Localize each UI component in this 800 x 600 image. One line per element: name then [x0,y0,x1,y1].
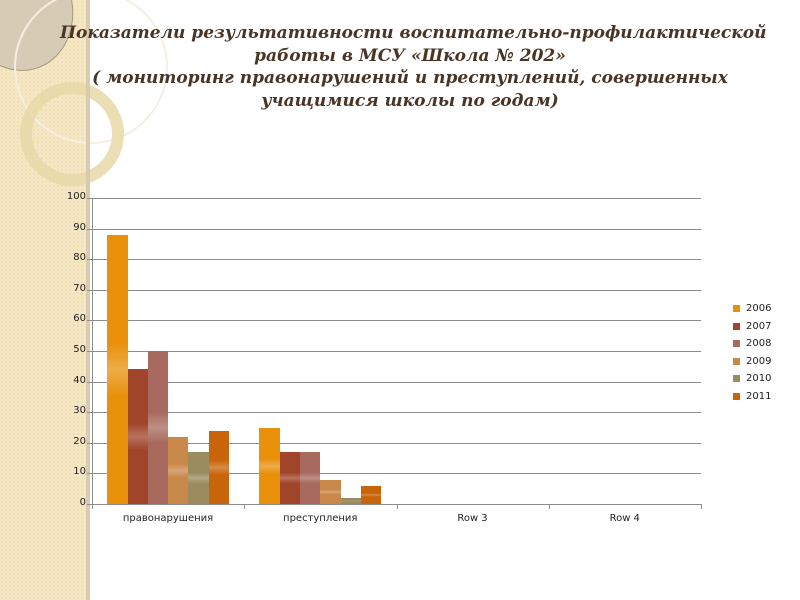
gridline [92,198,701,199]
gridline [92,259,701,261]
title-line-1: Показатели результативности воспитательн… [60,23,767,43]
x-axis-tick [92,504,93,509]
y-axis-label: 90 [73,221,86,233]
legend-label: 2009 [746,355,772,367]
legend-swatch-icon [733,375,740,383]
y-axis-line [92,198,93,505]
bar-2007 [279,451,301,504]
title-line-3: ( мониторинг правонарушений и преступлен… [92,68,728,88]
bar-2008 [147,351,169,504]
legend-swatch-icon [733,305,740,313]
x-axis-label: правонарушения [122,513,214,524]
bar-2007 [127,369,148,504]
legend-item-2006: 2006 [733,300,771,318]
gridline [92,381,701,383]
x-axis-label: Row 4 [609,513,640,524]
y-axis-tick [87,351,92,352]
y-axis-label: 20 [73,435,86,447]
y-axis-tick [87,289,92,291]
legend-item-2010: 2010 [733,370,771,388]
bar-2011 [360,485,382,504]
y-axis-label: 40 [73,374,86,386]
y-axis-label: 100 [66,191,86,202]
legend-swatch-icon [733,392,740,400]
bar-2009 [320,479,341,504]
y-axis-tick [87,504,92,505]
legend-item-2009: 2009 [733,353,771,371]
slide-title: Показатели результативности воспитательн… [60,22,767,112]
y-axis-tick [87,381,92,383]
bar-2008 [300,451,321,504]
gridline [92,442,701,444]
x-axis-tick [396,504,398,509]
legend-item-2011: 2011 [733,388,771,406]
y-axis-tick [87,320,92,322]
y-axis-label: 10 [73,466,86,478]
bar-2010 [340,497,361,504]
side-strip-edge [86,0,90,600]
bar-2006 [107,234,128,504]
title-line-2: работы в МСУ «Школа № 202» [254,45,566,66]
gridline [92,289,701,291]
legend-label: 2010 [746,373,772,385]
y-axis-label: 50 [73,344,86,355]
gridline [92,412,701,414]
y-axis-tick [87,412,92,414]
y-axis-label: 70 [73,282,86,294]
gridline [92,473,701,475]
bar-2010 [188,451,209,504]
legend-item-2008: 2008 [733,335,771,353]
bar-2011 [208,430,230,504]
legend-item-2007: 2007 [733,318,771,336]
x-axis-tick [548,504,550,509]
bar-2009 [168,436,189,504]
gridline [92,320,701,322]
legend-label: 2011 [746,390,772,402]
y-axis-label: 80 [73,252,86,264]
x-axis-label: преступления [283,513,358,524]
chart-legend: 2006 2007 2008 2009 2010 2011 [733,300,771,405]
legend-label: 2007 [746,320,772,332]
title-line-4: учащимися школы по годам) [261,90,559,111]
x-axis-tick [701,504,702,509]
gridline [92,351,701,352]
legend-label: 2008 [746,338,772,350]
gridline [92,228,701,230]
legend-swatch-icon [733,340,740,348]
y-axis-label: 0 [79,497,86,508]
legend-label: 2006 [746,303,772,315]
bar-2006 [259,427,280,504]
legend-swatch-icon [733,357,740,365]
y-axis-tick [87,198,92,199]
y-axis-tick [87,442,92,444]
y-axis-tick [87,259,92,261]
x-axis-tick [244,504,246,509]
y-axis-label: 60 [73,313,86,325]
chart-plot-area: 0 10 20 30 40 50 60 70 80 90 100 правонарушения прес… [67,191,702,524]
y-axis-tick [87,473,92,475]
y-axis-label: 30 [73,405,86,417]
y-axis-tick [87,228,92,230]
x-axis-label: Row 3 [457,513,488,524]
legend-swatch-icon [733,322,740,330]
